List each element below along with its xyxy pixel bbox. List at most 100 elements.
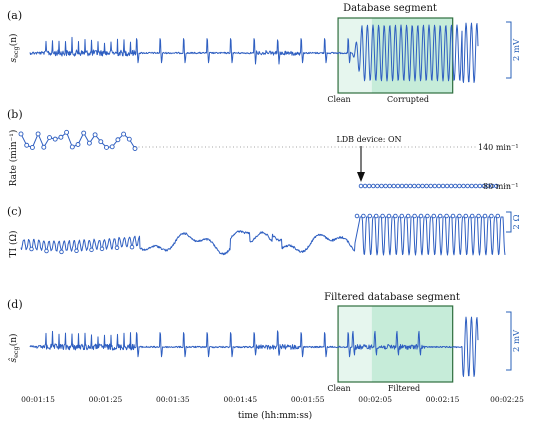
rate-device-marker — [403, 183, 409, 189]
segment-title-a: Database segment — [343, 3, 437, 14]
ylabel-a: secg(n) — [8, 33, 20, 62]
rate-device-marker — [358, 183, 364, 189]
rate-device-marker — [387, 183, 392, 189]
rate-device-marker — [489, 183, 495, 189]
rate-device-marker — [428, 183, 433, 189]
rate-device-marker — [494, 183, 499, 189]
ti-peak-marker — [489, 213, 494, 219]
rate-device-marker — [457, 183, 462, 189]
ti-peak-marker — [476, 213, 481, 219]
ti-peak-marker — [380, 213, 385, 219]
rate-device-marker — [407, 183, 413, 189]
ti-peak-marker — [450, 213, 456, 219]
rate-marker — [29, 145, 35, 150]
scale-bar-a: 2 mV — [506, 21, 522, 79]
ti-peak-marker — [393, 213, 398, 219]
ylabel-a-arg: (n) — [8, 33, 19, 46]
rate-marker — [75, 142, 81, 147]
rate-marker — [35, 131, 41, 137]
ti-peak-marker — [437, 213, 443, 219]
rate-device-marker — [485, 183, 491, 189]
x-tick-label: 00:02:15 — [426, 395, 460, 404]
rate-marker — [64, 129, 70, 135]
rate-device-marker — [399, 183, 405, 189]
rate-marker — [115, 137, 121, 143]
segment-filtered-label-d: Filtered — [388, 384, 420, 393]
segment-clean-label-a: Clean — [327, 95, 350, 104]
rate-device-marker — [444, 183, 450, 189]
ti-peak-marker — [74, 248, 79, 254]
rate-device-marker — [395, 183, 401, 189]
ti-peak-marker — [412, 213, 417, 219]
ecg-trace-d — [29, 316, 479, 377]
rate-device-marker — [424, 183, 429, 189]
ecg-trace-a — [29, 22, 479, 83]
ylabel-d: ŝecg(n) — [8, 333, 20, 362]
svg-text:ŝecg(n): ŝecg(n) — [8, 333, 20, 362]
rate-marker — [132, 146, 138, 151]
rate-marker — [98, 139, 104, 145]
rate-marker — [126, 136, 132, 142]
svg-text:secg(n): secg(n) — [8, 33, 20, 62]
rate-marker — [92, 132, 98, 138]
ti-peak-marker — [114, 245, 120, 251]
rate-device-marker — [448, 183, 454, 189]
x-axis-label: time (hh:mm:ss) — [238, 410, 312, 421]
ylabel-b: Rate (min⁻¹) — [8, 130, 19, 187]
rate-device-marker — [362, 183, 368, 189]
ti-peak-marker — [495, 213, 501, 219]
segment-box-outline — [337, 305, 454, 383]
rate-marker — [121, 131, 127, 137]
rate-device-marker — [375, 183, 380, 189]
ti-peak-marker — [431, 213, 437, 219]
ldb-arrow-head — [357, 172, 365, 182]
panel-label-b: (b) — [7, 108, 23, 121]
rate-marker — [69, 144, 75, 150]
panel-label-a: (a) — [7, 9, 22, 22]
x-tick-label: 00:01:15 — [21, 395, 55, 404]
rate-device-marker — [416, 183, 421, 189]
ylabel-b-text: Rate (min⁻¹) — [8, 130, 19, 187]
ti-peak-marker — [463, 213, 469, 219]
ldb-annotation: LDB device: ON — [336, 135, 401, 144]
ti-peak-marker — [386, 213, 392, 219]
x-tick-label: 00:01:25 — [89, 395, 123, 404]
x-tick-label: 00:02:05 — [358, 395, 392, 404]
ti-peak-marker — [367, 213, 373, 219]
ti-peak-marker — [373, 213, 379, 219]
ti-peak-marker — [59, 249, 64, 255]
ti-peak-marker — [44, 248, 49, 254]
rate-device-marker — [366, 183, 372, 189]
ti-peak-marker — [399, 213, 405, 219]
ti-peak-marker — [457, 213, 462, 219]
rate-device-marker — [420, 183, 425, 189]
ti-peak-marker — [29, 246, 34, 252]
ti-peak-marker — [425, 213, 430, 219]
rate-marker — [109, 144, 115, 150]
signal-traces — [18, 22, 506, 377]
rate-device-marker — [481, 183, 487, 189]
ti-peak-marker — [444, 213, 449, 219]
rate-device-marker — [436, 183, 442, 189]
rate-marker — [41, 144, 47, 150]
rate-marker — [18, 131, 24, 137]
panel-label-c: (c) — [7, 205, 22, 218]
reference-label-80: 80 min⁻¹ — [483, 182, 518, 191]
rate-device-marker — [440, 183, 446, 189]
ti-peak-marker — [99, 246, 105, 252]
segment-boxes — [337, 17, 454, 383]
rate-device-marker — [383, 183, 388, 189]
rate-device-marker — [412, 183, 417, 189]
rate-marker — [52, 136, 58, 142]
x-tick-label: 00:01:35 — [156, 395, 190, 404]
segment-clean-label-d: Clean — [327, 384, 350, 393]
rate-device-marker — [477, 183, 483, 189]
rate-device-marker — [371, 183, 376, 189]
scale-bar-c-label: 2 Ω — [512, 214, 522, 229]
scale-bar-d: 2 mV — [506, 311, 522, 371]
rate-device-marker — [391, 183, 397, 189]
rate-device-marker — [432, 183, 438, 189]
ti-peak-marker — [354, 213, 360, 219]
rate-device-marker — [461, 183, 466, 189]
